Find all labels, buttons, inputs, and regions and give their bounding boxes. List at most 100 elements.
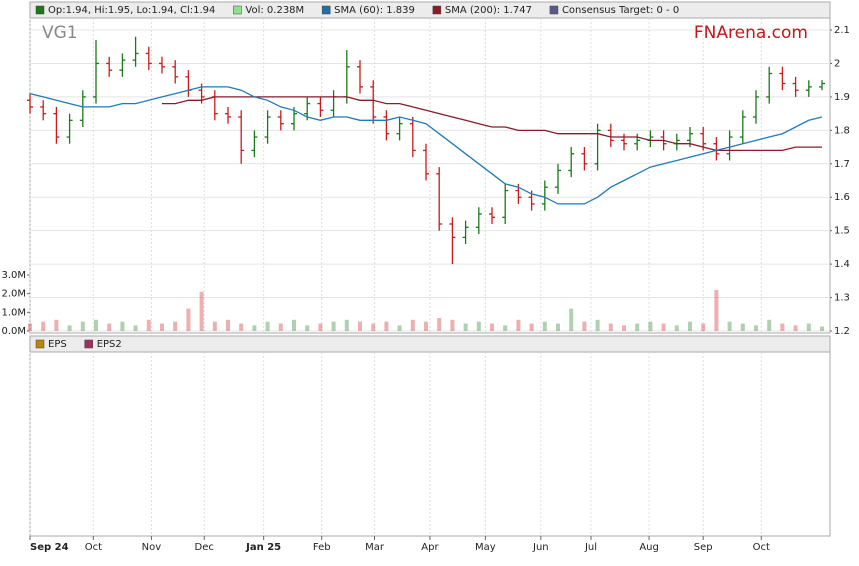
volume-bar	[146, 319, 151, 331]
volume-bar	[490, 323, 494, 331]
legend-label: EPS	[48, 339, 67, 350]
volume-bar	[331, 321, 336, 331]
volume-bar	[450, 319, 455, 331]
volume-bar	[371, 323, 376, 331]
x-tick-label: Oct	[85, 542, 102, 553]
volume-bar	[54, 319, 59, 331]
volume-bar	[226, 319, 230, 331]
legend-label: EPS2	[97, 339, 122, 350]
volume-tick-label: 0.0M	[1, 326, 26, 337]
volume-bar	[305, 325, 310, 331]
volume-bar	[252, 325, 257, 331]
x-tick-label: Sep	[694, 542, 713, 553]
sma200-line	[162, 96, 822, 152]
volume-bar	[318, 323, 323, 331]
volume-bar	[529, 323, 534, 331]
y-tick-label: 1.7	[834, 159, 850, 170]
y-tick-label: 1.2	[834, 326, 850, 337]
volume-bar	[278, 323, 283, 331]
volume-bar	[754, 325, 758, 331]
volume-bar	[28, 323, 32, 331]
volume-bar	[358, 321, 362, 331]
y-tick-label: 1.3	[834, 293, 850, 304]
volume-tick-label: 2.0M	[1, 289, 26, 300]
legend-label: SMA (60): 1.839	[334, 5, 415, 16]
volume-bar	[265, 321, 270, 331]
volume-bar	[160, 323, 164, 331]
volume-tick-label: 1.0M	[1, 307, 26, 318]
volume-bar	[80, 321, 85, 331]
volume-bar	[569, 308, 574, 331]
volume-bar	[622, 325, 626, 331]
volume-bar	[239, 323, 244, 331]
x-tick-label: Sep 24	[30, 542, 69, 553]
volume-bar	[820, 326, 824, 331]
y-tick-label: 2	[834, 58, 840, 69]
legend-swatch	[321, 5, 331, 15]
volume-bar	[463, 323, 468, 331]
labels: EPS EPS2 Op:1.94, Hi:1.95, Lo:1.94, Cl:1.9…	[1, 5, 849, 553]
legend-label: Consensus Target: 0 - 0	[562, 5, 679, 16]
sma60-line	[29, 86, 823, 205]
volume-bar	[344, 319, 349, 331]
volume-bar	[542, 321, 547, 331]
volume-bar	[503, 325, 508, 331]
volume-bar	[107, 323, 112, 331]
volume-bar	[595, 319, 600, 331]
volume-bar	[437, 317, 442, 331]
legend-swatch	[84, 339, 93, 349]
volume-bar	[67, 325, 72, 331]
watermark: FNArena.com	[694, 23, 808, 43]
volume-bar	[793, 325, 798, 331]
volume-bar	[476, 321, 481, 331]
eps-legend-bar	[29, 335, 831, 353]
ticker: VG1	[42, 23, 78, 43]
marks	[27, 36, 825, 331]
y-tick-label: 1.9	[834, 92, 850, 103]
x-tick-label: Jun	[532, 542, 549, 553]
x-tick-label: Feb	[313, 542, 331, 553]
x-tick-label: May	[475, 542, 496, 553]
legend-swatch	[549, 5, 559, 15]
legend-swatch	[35, 339, 45, 349]
volume-bar	[727, 321, 732, 331]
volume-bar	[661, 323, 666, 331]
volume-bar	[701, 323, 706, 331]
volume-tick-label: 3.0M	[1, 270, 26, 281]
x-tick-label: Aug	[639, 542, 659, 553]
volume-bar	[94, 319, 98, 331]
volume-bar	[212, 321, 217, 331]
volume-bar	[688, 321, 692, 331]
volume-bar	[635, 323, 640, 331]
volume-bar	[608, 323, 613, 331]
y-tick-label: 1.6	[834, 192, 850, 203]
volume-bar	[767, 319, 772, 331]
volume-bar	[424, 321, 428, 331]
volume-bar	[173, 321, 178, 331]
volume-bar	[41, 321, 46, 331]
x-tick-label: Dec	[195, 542, 214, 553]
x-tick-label: Mar	[365, 542, 385, 553]
legend-swatch	[35, 5, 45, 15]
volume-bar	[120, 321, 125, 331]
x-tick-label: Apr	[421, 542, 439, 553]
x-tick-label: Nov	[142, 542, 162, 553]
volume-bar	[397, 325, 402, 331]
y-tick-label: 2.1	[834, 25, 850, 36]
volume-bar	[714, 289, 719, 331]
volume-bar	[674, 325, 679, 331]
volume-bar	[740, 323, 745, 331]
volume-bar	[648, 321, 653, 331]
volume-bar	[292, 319, 296, 331]
legend-swatch	[432, 5, 442, 15]
volume-bar	[384, 321, 389, 331]
x-tick-label: Oct	[753, 542, 770, 553]
volume-bar	[186, 308, 191, 331]
legend-label: Vol: 0.238M	[245, 5, 304, 16]
volume-bar	[410, 319, 415, 331]
y-tick-label: 1.4	[834, 259, 850, 270]
x-tick-label: Jan 25	[245, 542, 281, 553]
y-tick-label: 1.8	[834, 125, 850, 136]
volume-bar	[556, 323, 560, 331]
